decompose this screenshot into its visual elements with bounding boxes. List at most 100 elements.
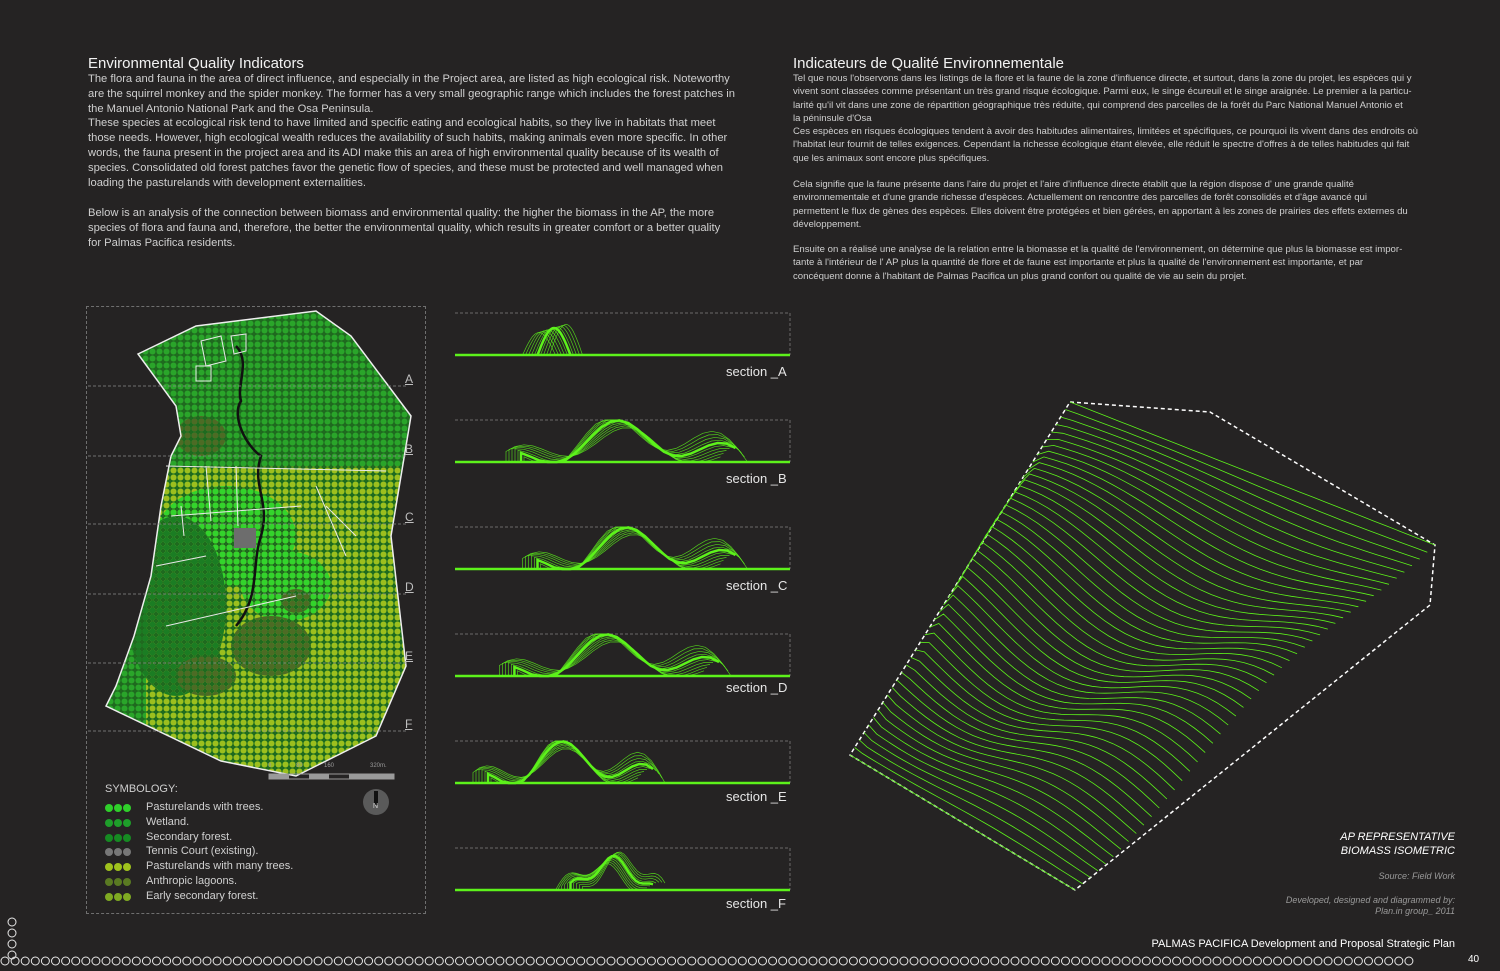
map-row-label-a: A [405, 372, 414, 386]
map-row-label-d: D [405, 580, 414, 594]
map-row-label-e: E [405, 649, 414, 663]
section-profile [455, 633, 791, 678]
section-profile [455, 419, 791, 464]
isometric-contour [957, 566, 1252, 700]
isometric-contour [859, 739, 1091, 878]
isometric-contour [994, 504, 1313, 642]
map-panel [86, 306, 426, 914]
isometric-contour [976, 533, 1282, 669]
isometric-contour [943, 594, 1229, 726]
isometric-contour [1046, 438, 1397, 579]
site-map [88, 310, 412, 815]
isometric-contour [999, 497, 1321, 636]
isometric-contour [877, 709, 1122, 850]
french-paragraph-3: Ensuite on a réalisé une analyse de la r… [793, 244, 1403, 282]
isometric-contour [938, 603, 1221, 735]
english-paragraph-1: The flora and fauna in the area of direc… [88, 73, 735, 189]
isometric-contour [1055, 424, 1413, 567]
legend-label: Pasturelands with many trees. [146, 860, 294, 873]
french-title: Indicateurs de Qualité Environnementale [793, 55, 1064, 72]
isometric-contour [1013, 479, 1344, 619]
map-row-label-f: F [405, 717, 413, 731]
section-label-d: section _D [726, 680, 788, 695]
isometric-contour [920, 641, 1191, 772]
section-profile [455, 312, 791, 357]
legend-label: Early secondary forest. [146, 889, 259, 902]
isometric-contour [868, 724, 1106, 865]
isometric-contour [901, 672, 1160, 809]
isometric-contour [990, 511, 1305, 648]
legend-label: Anthropic lagoons. [146, 875, 238, 887]
legend-item: Anthropic lagoons. [105, 875, 237, 888]
isometric-contour [849, 754, 1076, 891]
dot-swatch-yellow-green [105, 862, 132, 874]
isometric-contour [1060, 416, 1420, 560]
section-profile [455, 526, 791, 571]
isometric-contour [896, 679, 1152, 817]
legend-item: Pasturelands with trees. [105, 801, 263, 814]
dot-swatch-gray [105, 847, 132, 859]
isometric-contour [1004, 491, 1328, 630]
isometric-contour [1065, 409, 1428, 553]
english-paragraph-2: Below is an analysis of the connection b… [88, 207, 721, 249]
isometric-contour [1018, 473, 1351, 613]
dot-swatch-dark-green [105, 833, 132, 845]
isometric-credit: Developed, designed and diagrammed by: P… [1286, 895, 1455, 917]
isometric-contour [915, 649, 1183, 781]
isometric-contour [1051, 431, 1405, 573]
isometric-credit-line-1: Developed, designed and diagrammed by: [1285, 895, 1455, 905]
isometric-contour [887, 694, 1137, 834]
french-paragraph-1: Tel que nous l'observons dans les listin… [793, 73, 1419, 164]
section-label-f: section _F [726, 896, 786, 911]
isometric-contour [924, 632, 1198, 763]
isometric-contour [1041, 444, 1390, 585]
legend-item: Pasturelands with many trees. [105, 860, 293, 873]
isometric-contour [1022, 467, 1359, 608]
footer-dots [0, 917, 1414, 966]
isometric-contour [891, 687, 1145, 826]
isometric-contour [961, 558, 1260, 692]
legend-item: Secondary forest. [105, 831, 232, 844]
section-profile [455, 740, 791, 785]
page-number: 40 [1468, 954, 1480, 965]
legend-item: Early secondary forest. [105, 890, 259, 903]
isometric-contour [910, 657, 1175, 791]
isometric-contour [952, 575, 1244, 708]
isometric-contour [1032, 456, 1374, 597]
isometric-contour [873, 717, 1114, 858]
dot-swatch-olive-green [105, 892, 132, 904]
isometric-contour [934, 613, 1214, 744]
legend-item: Wetland. [105, 816, 189, 829]
isometric-title-line-1: AP REPRESENTATIVE [1340, 831, 1455, 843]
isometric-contour [1027, 462, 1367, 602]
isometric-contour [971, 541, 1275, 676]
isometric-source: Source: Field Work [1378, 871, 1455, 881]
dot-swatch-olive [105, 877, 132, 889]
isometric-contour [863, 732, 1099, 872]
section-label-c: section _C [726, 578, 788, 593]
north-label: N [373, 803, 379, 810]
scale-tick-160: 160 [324, 763, 335, 769]
legend-label: Wetland. [146, 815, 190, 828]
isometric-contour [1008, 485, 1336, 624]
isometric-contour [947, 585, 1237, 717]
dot-swatch-green [105, 818, 132, 830]
isometric-contour [985, 518, 1298, 655]
isometric-contour [1037, 450, 1382, 591]
section-label-a: section _A [726, 364, 787, 379]
legend-item: Tennis Court (existing). [105, 845, 259, 858]
legend-label: Secondary forest. [146, 830, 233, 843]
isometric-contour [854, 747, 1083, 885]
symbology-title: SYMBOLOGY: [105, 783, 178, 795]
isometric-contour [1069, 401, 1436, 546]
isometric-contour [905, 664, 1168, 800]
isometric-title: AP REPRESENTATIVE BIOMASS ISOMETRIC [1340, 830, 1455, 858]
isometric-contour [882, 702, 1129, 842]
isometric-title-line-2: BIOMASS ISOMETRIC [1340, 845, 1455, 857]
scale-tick-0: 0 [268, 763, 272, 769]
map-row-label-c: C [405, 510, 414, 524]
map-row-label-b: B [405, 442, 414, 456]
isometric-contour [980, 525, 1290, 661]
section-label-e: section _E [726, 789, 787, 804]
dot-swatch-bright-green [105, 803, 132, 815]
